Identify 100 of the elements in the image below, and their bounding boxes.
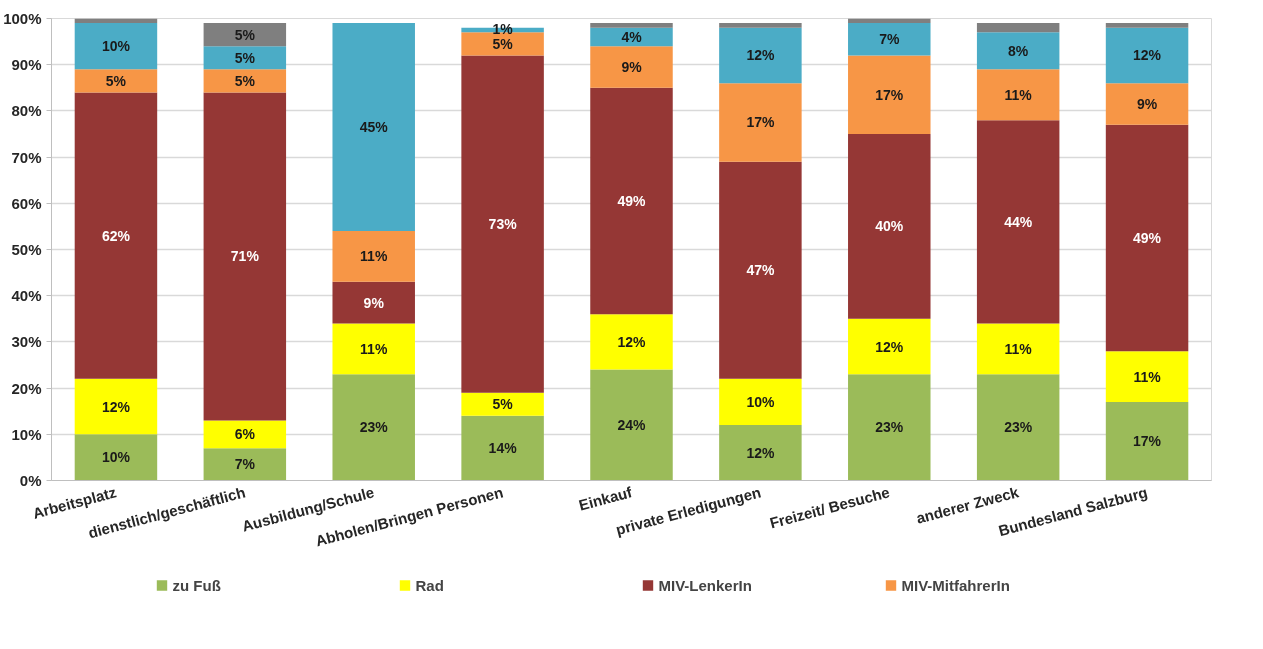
bar: [848, 55, 931, 134]
data-label: 12%: [875, 338, 904, 355]
data-label: 7%: [234, 456, 256, 473]
y-tick-label: 40%: [11, 287, 42, 305]
bar: [848, 23, 931, 56]
bar: [590, 46, 673, 88]
data-label: 12%: [746, 47, 775, 64]
bar: [203, 46, 287, 70]
data-label: 44%: [1004, 213, 1033, 230]
bar: [203, 69, 287, 93]
data-label: 11%: [360, 340, 388, 357]
legend-label: zu Fuß: [172, 576, 222, 594]
data-label: 12%: [101, 398, 131, 415]
bar: [976, 374, 1060, 481]
bar: [976, 69, 1060, 121]
bar: [719, 27, 802, 84]
data-label: 9%: [621, 59, 643, 76]
bar: [976, 23, 1060, 33]
y-tick-label: 20%: [11, 379, 42, 397]
data-label: 11%: [1133, 368, 1162, 385]
bar: [976, 323, 1060, 375]
bar: [203, 420, 287, 449]
data-label: 12%: [1133, 47, 1162, 64]
bar: [332, 23, 415, 232]
bar: [1105, 27, 1189, 84]
bar: [461, 55, 544, 393]
data-label: 5%: [492, 35, 514, 52]
bar: [590, 23, 673, 28]
bar: [1105, 401, 1189, 481]
y-tick-label: 50%: [11, 241, 42, 258]
data-label: 5%: [234, 49, 256, 66]
legend-label: Rad: [415, 576, 445, 594]
bar: [848, 318, 931, 375]
x-tick-label: Einkauf: [576, 483, 635, 514]
bar: [719, 23, 802, 28]
data-label: 11%: [360, 248, 388, 265]
data-label: 9%: [1136, 95, 1158, 112]
data-label: 10%: [101, 38, 131, 55]
y-tick-label: 0%: [19, 472, 42, 489]
data-label: 23%: [359, 419, 389, 436]
data-label: 71%: [230, 248, 260, 265]
x-tick-label: Freizeit/ Besuche: [767, 483, 892, 532]
bar: [976, 120, 1060, 324]
data-label: 49%: [617, 192, 647, 209]
data-label: 5%: [492, 396, 514, 413]
data-label: 10%: [101, 449, 131, 466]
bar: [719, 161, 802, 379]
data-label: 5%: [105, 72, 127, 89]
bar: [74, 378, 158, 435]
bar: [332, 374, 415, 481]
bar: [590, 87, 673, 315]
bar: [74, 69, 158, 93]
y-tick-label: 90%: [11, 56, 42, 74]
bar: [719, 425, 802, 481]
y-tick-label: 100%: [3, 10, 42, 27]
data-label: 5%: [234, 26, 256, 43]
bar: [332, 281, 415, 324]
bar: [1105, 351, 1189, 402]
data-label: 14%: [488, 440, 518, 457]
data-label: 49%: [1133, 229, 1162, 246]
data-label: 23%: [1004, 419, 1033, 436]
data-label: 12%: [746, 444, 775, 461]
bar: [74, 92, 158, 379]
bar: [203, 23, 287, 47]
data-label: 40%: [875, 218, 904, 235]
data-label: 17%: [875, 86, 904, 103]
y-tick-label: 10%: [11, 425, 42, 443]
legend-label: MIV-LenkerIn: [658, 576, 753, 594]
data-label: 47%: [746, 262, 775, 279]
bar: [203, 92, 287, 421]
bar: [461, 392, 544, 416]
data-label: 45%: [359, 119, 389, 136]
data-label: 11%: [1004, 340, 1033, 357]
data-label: 24%: [617, 417, 647, 434]
data-label: 73%: [488, 216, 518, 233]
y-tick-label: 70%: [11, 148, 42, 166]
bar: [848, 134, 931, 319]
data-label: 7%: [879, 31, 900, 48]
y-tick-label: 30%: [11, 333, 42, 351]
bar: [74, 434, 158, 481]
bar: [590, 369, 673, 481]
bar: [74, 23, 158, 70]
data-label: 11%: [1004, 86, 1033, 103]
data-label: 6%: [234, 426, 256, 443]
y-tick-label: 80%: [11, 102, 42, 120]
data-label: 62%: [101, 227, 131, 244]
bar: [976, 32, 1060, 70]
data-label: 17%: [746, 114, 775, 131]
bar: [461, 415, 544, 481]
bar: [461, 32, 544, 56]
data-label: 10%: [746, 393, 775, 410]
data-label: 5%: [234, 72, 256, 89]
bar: [719, 378, 802, 426]
bar: [719, 83, 802, 162]
bar: [590, 314, 673, 370]
data-label: 23%: [875, 419, 904, 436]
data-label: 12%: [617, 333, 647, 350]
data-label: 4%: [621, 28, 643, 45]
data-label: 17%: [1133, 433, 1162, 450]
y-tick-label: 60%: [11, 194, 42, 212]
